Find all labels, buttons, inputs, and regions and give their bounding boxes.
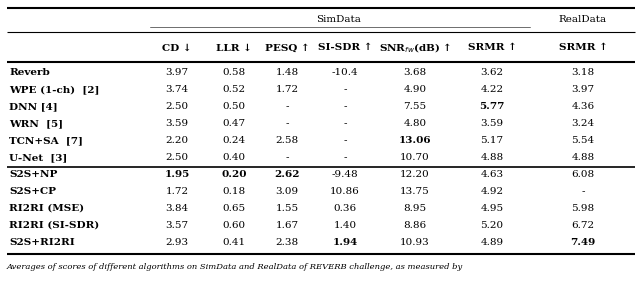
Text: 1.94: 1.94 [332, 238, 358, 247]
Text: 4.92: 4.92 [481, 187, 504, 196]
Text: 0.40: 0.40 [223, 153, 246, 162]
Text: 3.24: 3.24 [572, 119, 595, 128]
Text: -: - [343, 136, 347, 145]
Text: DNN [4]: DNN [4] [9, 102, 58, 111]
Text: -: - [285, 119, 289, 128]
Text: S2S+NP: S2S+NP [9, 170, 58, 179]
Text: 13.06: 13.06 [399, 136, 431, 145]
Text: 8.86: 8.86 [403, 221, 427, 230]
Text: 2.50: 2.50 [165, 102, 189, 111]
Text: 4.88: 4.88 [572, 153, 595, 162]
Text: 3.09: 3.09 [275, 187, 299, 196]
Text: 0.60: 0.60 [223, 221, 246, 230]
Text: RI2RI (SI-SDR): RI2RI (SI-SDR) [9, 221, 99, 230]
Text: 1.72: 1.72 [165, 187, 189, 196]
Text: 5.77: 5.77 [479, 102, 505, 111]
Text: RI2RI (MSE): RI2RI (MSE) [9, 204, 84, 213]
Text: Reverb: Reverb [9, 68, 50, 77]
Text: 2.20: 2.20 [165, 136, 189, 145]
Text: 3.84: 3.84 [165, 204, 189, 213]
Text: WPE (1-ch)  [2]: WPE (1-ch) [2] [9, 85, 99, 94]
Text: 1.48: 1.48 [275, 68, 299, 77]
Text: -: - [343, 119, 347, 128]
Text: TCN+SA  [7]: TCN+SA [7] [9, 136, 83, 145]
Text: 2.38: 2.38 [275, 238, 299, 247]
Text: 2.58: 2.58 [275, 136, 299, 145]
Text: 4.88: 4.88 [481, 153, 504, 162]
Text: 4.89: 4.89 [481, 238, 504, 247]
Text: 5.98: 5.98 [572, 204, 595, 213]
Text: 0.50: 0.50 [223, 102, 246, 111]
Text: 0.58: 0.58 [223, 68, 246, 77]
Text: LLR ↓: LLR ↓ [216, 44, 252, 53]
Text: 8.95: 8.95 [403, 204, 427, 213]
Text: U-Net  [3]: U-Net [3] [9, 153, 67, 162]
Text: 4.22: 4.22 [481, 85, 504, 94]
Text: PESQ ↑: PESQ ↑ [264, 44, 309, 53]
Text: 0.18: 0.18 [223, 187, 246, 196]
Text: 2.62: 2.62 [275, 170, 300, 179]
Text: 3.18: 3.18 [572, 68, 595, 77]
Text: 3.97: 3.97 [165, 68, 189, 77]
Text: CD ↓: CD ↓ [162, 44, 192, 53]
Text: 4.90: 4.90 [403, 85, 427, 94]
Text: WRN  [5]: WRN [5] [9, 119, 63, 128]
Text: -9.48: -9.48 [332, 170, 358, 179]
Text: -: - [285, 102, 289, 111]
Text: S2S+CP: S2S+CP [9, 187, 56, 196]
Text: 2.93: 2.93 [165, 238, 189, 247]
Text: 10.86: 10.86 [330, 187, 360, 196]
Text: 5.17: 5.17 [481, 136, 504, 145]
Text: -10.4: -10.4 [332, 68, 358, 77]
Text: 1.55: 1.55 [275, 204, 299, 213]
Text: 3.57: 3.57 [165, 221, 189, 230]
Text: 0.41: 0.41 [223, 238, 246, 247]
Text: SNR$_{fw}$(dB) ↑: SNR$_{fw}$(dB) ↑ [379, 41, 451, 55]
Text: SI-SDR ↑: SI-SDR ↑ [317, 44, 372, 53]
Text: 10.70: 10.70 [400, 153, 430, 162]
Text: 0.36: 0.36 [333, 204, 356, 213]
Text: 1.40: 1.40 [333, 221, 356, 230]
Text: RealData: RealData [559, 16, 607, 25]
Text: 0.47: 0.47 [223, 119, 246, 128]
Text: S2S+RI2RI: S2S+RI2RI [9, 238, 75, 247]
Text: 5.54: 5.54 [572, 136, 595, 145]
Text: 6.08: 6.08 [572, 170, 595, 179]
Text: 4.95: 4.95 [481, 204, 504, 213]
Text: 3.74: 3.74 [165, 85, 189, 94]
Text: 4.63: 4.63 [481, 170, 504, 179]
Text: 7.49: 7.49 [570, 238, 596, 247]
Text: 13.75: 13.75 [400, 187, 430, 196]
Text: 3.62: 3.62 [481, 68, 504, 77]
Text: 0.24: 0.24 [223, 136, 246, 145]
Text: SRMR ↑: SRMR ↑ [468, 44, 516, 53]
Text: 1.95: 1.95 [164, 170, 189, 179]
Text: 12.20: 12.20 [400, 170, 430, 179]
Text: 3.59: 3.59 [481, 119, 504, 128]
Text: -: - [343, 102, 347, 111]
Text: 1.72: 1.72 [275, 85, 299, 94]
Text: 1.67: 1.67 [275, 221, 299, 230]
Text: 10.93: 10.93 [400, 238, 430, 247]
Text: 3.97: 3.97 [572, 85, 595, 94]
Text: 0.20: 0.20 [221, 170, 247, 179]
Text: 5.20: 5.20 [481, 221, 504, 230]
Text: Averages of scores of different algorithms on SimData and RealData of REVERB cha: Averages of scores of different algorith… [7, 263, 463, 271]
Text: SRMR ↑: SRMR ↑ [559, 44, 607, 53]
Text: 6.72: 6.72 [572, 221, 595, 230]
Text: 0.65: 0.65 [223, 204, 246, 213]
Text: 3.68: 3.68 [403, 68, 427, 77]
Text: -: - [285, 153, 289, 162]
Text: 0.52: 0.52 [223, 85, 246, 94]
Text: -: - [581, 187, 585, 196]
Text: -: - [343, 85, 347, 94]
Text: 3.59: 3.59 [165, 119, 189, 128]
Text: 4.36: 4.36 [572, 102, 595, 111]
Text: SimData: SimData [317, 16, 362, 25]
Text: 7.55: 7.55 [403, 102, 427, 111]
Text: 4.80: 4.80 [403, 119, 427, 128]
Text: -: - [343, 153, 347, 162]
Text: 2.50: 2.50 [165, 153, 189, 162]
